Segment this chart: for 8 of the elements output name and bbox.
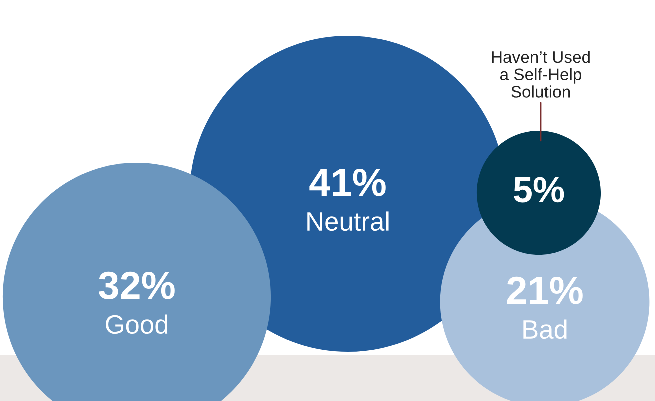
category-label: Haven’t Used a Self-Help Solution	[492, 50, 590, 98]
data-label: 32%	[98, 272, 175, 300]
category-label: Bad	[524, 320, 567, 340]
category-label: Neutral	[308, 212, 389, 232]
data-label: 41%	[310, 169, 386, 196]
data-label: 21%	[507, 276, 583, 304]
category-label: Good	[106, 314, 168, 334]
data-label: 5%	[514, 177, 564, 203]
